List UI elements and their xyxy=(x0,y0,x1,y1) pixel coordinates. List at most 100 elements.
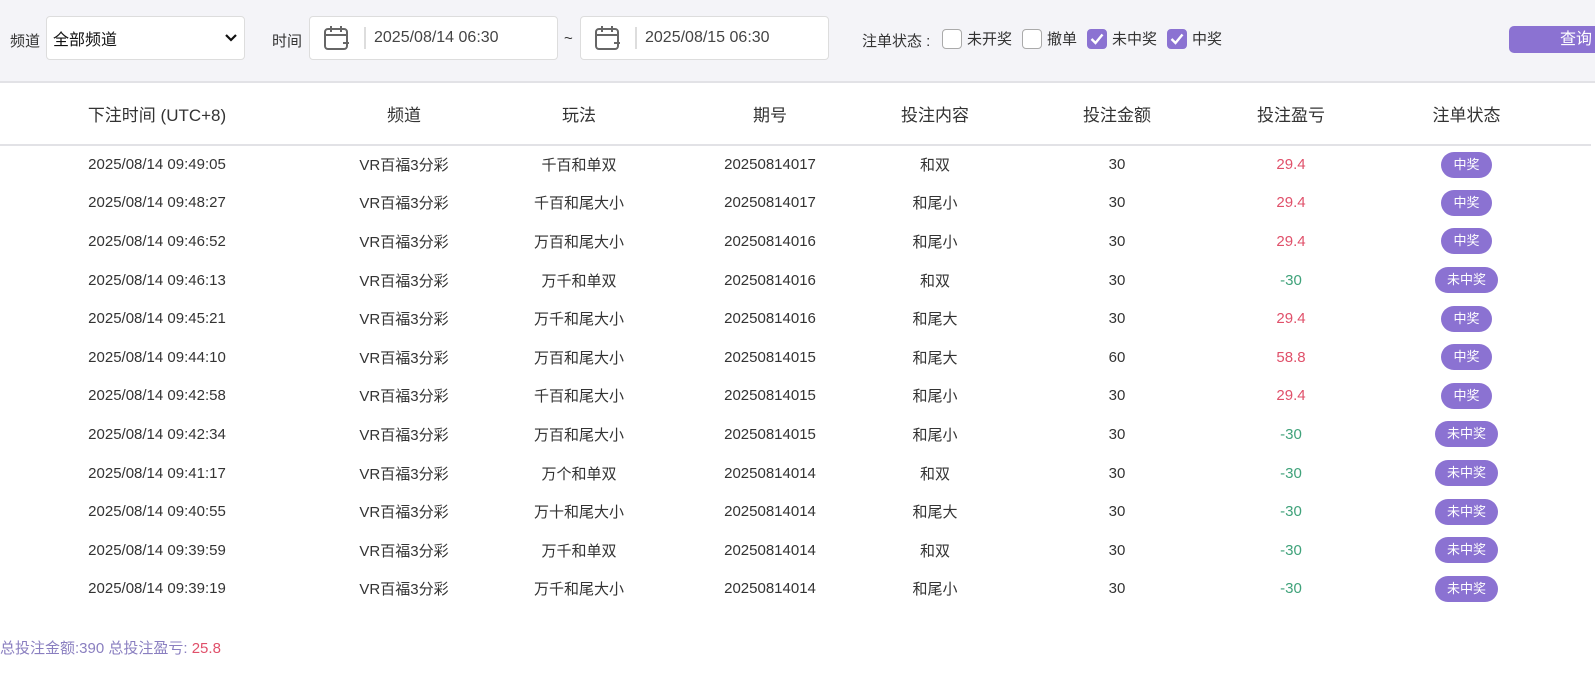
cell: 2025/08/14 09:45:21 xyxy=(88,310,226,328)
cell: 29.4 xyxy=(1276,387,1306,405)
total-pl-value: 25.8 xyxy=(191,640,221,657)
cell: 20250814017 xyxy=(724,156,816,174)
cell: 20250814014 xyxy=(724,580,816,598)
cell: 2025/08/14 09:39:59 xyxy=(88,541,226,559)
end-date-value: 2025/08/15 06:30 xyxy=(645,29,770,46)
status-badge: 中奖 xyxy=(1441,344,1492,371)
cell: 20250814017 xyxy=(724,194,816,212)
checkbox-label: 未中奖 xyxy=(1112,31,1158,48)
time-label: 时间 xyxy=(272,33,303,50)
cell: 未中奖 xyxy=(1342,415,1591,454)
cell: VR百福3分彩 xyxy=(359,233,449,251)
date-separator: ~ xyxy=(564,30,573,47)
checkbox-icon[interactable] xyxy=(942,28,962,49)
cell: 未中奖 xyxy=(1342,492,1591,531)
cell: 30 xyxy=(1108,232,1126,250)
channel-select[interactable]: 全部频道 xyxy=(46,16,245,60)
bet-table: 下注时间 (UTC+8) 频道 玩法 期号 投注内容 投注金额 投注盈亏 注单状态 2025/… xyxy=(0,83,1591,608)
total-bet-value: 390 xyxy=(79,640,105,657)
query-button[interactable]: 查询 xyxy=(1509,26,1595,53)
cell: 万百和尾大小 xyxy=(533,233,624,251)
calendar-icon xyxy=(595,26,620,50)
cell: 未中奖 xyxy=(1342,261,1591,300)
cell: 30 xyxy=(1108,425,1126,443)
cell: VR百福3分彩 xyxy=(359,195,449,213)
cell: VR百福3分彩 xyxy=(359,272,449,290)
cell: 2025/08/14 09:42:34 xyxy=(88,425,226,443)
status-badge: 中奖 xyxy=(1441,189,1492,216)
filter-bar: 频道 全部频道 时间 2025/08/14 06:30 ~ 2025/08/15… xyxy=(0,0,1595,83)
column-header: 投注金额 xyxy=(994,83,1240,146)
cell: VR百福3分彩 xyxy=(359,426,449,444)
cell: 和尾小 xyxy=(912,195,958,213)
cell: 2025/08/14 09:40:55 xyxy=(88,503,226,521)
cell: 和双 xyxy=(919,272,950,290)
cell: 2025/08/14 09:39:19 xyxy=(88,580,226,598)
table-row: 2025/08/14 09:49:05 VR百福3分彩 千百和单双 202508140… xyxy=(0,145,1591,184)
cell: 30 xyxy=(1108,464,1126,482)
status-badge: 中奖 xyxy=(1441,382,1492,409)
checkbox-icon[interactable] xyxy=(1167,28,1188,49)
cell: 万千和单双 xyxy=(541,272,617,290)
status-checkbox-2[interactable]: 未中奖 xyxy=(1087,28,1157,49)
cell: 2025/08/14 09:49:05 xyxy=(88,156,226,174)
cell: 30 xyxy=(1108,310,1126,328)
cell: 和尾小 xyxy=(912,581,958,599)
cell: 中奖 xyxy=(1342,338,1591,377)
status-badge: 未中奖 xyxy=(1434,460,1498,487)
start-date-input[interactable]: 2025/08/14 06:30 xyxy=(309,16,558,60)
cell: 和尾小 xyxy=(912,388,958,406)
status-checkbox-1[interactable]: 撤单 xyxy=(1022,28,1077,49)
checkbox-icon[interactable] xyxy=(1087,28,1108,49)
calendar-icon xyxy=(324,26,349,50)
cell: 2025/08/14 09:46:13 xyxy=(88,271,226,289)
cell: 20250814016 xyxy=(724,310,816,328)
checkbox-label: 撤单 xyxy=(1047,31,1078,48)
end-date-input[interactable]: 2025/08/15 06:30 xyxy=(580,16,829,60)
cell: VR百福3分彩 xyxy=(359,542,449,560)
table-row: 2025/08/14 09:42:58 VR百福3分彩 千百和尾大小 20250814… xyxy=(0,377,1591,416)
cell: 和双 xyxy=(919,157,950,175)
status-badge: 未中奖 xyxy=(1434,498,1498,525)
cell: 万个和单双 xyxy=(541,465,617,483)
cell: VR百福3分彩 xyxy=(359,465,449,483)
cell: 20250814014 xyxy=(724,503,816,521)
cell: 万百和尾大小 xyxy=(533,426,624,444)
cell: -30 xyxy=(1280,425,1302,443)
cell: 2025/08/14 09:46:52 xyxy=(88,232,226,250)
cell: VR百福3分彩 xyxy=(359,157,449,175)
cell: 20250814014 xyxy=(724,464,816,482)
cell: 30 xyxy=(1108,271,1126,289)
checkbox-icon[interactable] xyxy=(1022,28,1043,49)
cell: 60 xyxy=(1108,348,1126,366)
cell: 29.4 xyxy=(1276,194,1306,212)
cell: 和双 xyxy=(919,542,950,560)
cell: 未中奖 xyxy=(1342,570,1591,609)
cell: 万千和尾大小 xyxy=(533,581,624,599)
cell: 20250814016 xyxy=(724,232,816,250)
cell: 和双 xyxy=(919,465,950,483)
chevron-down-icon xyxy=(225,34,237,42)
status-checkbox-0[interactable]: 未开奖 xyxy=(942,28,1012,49)
table-row: 2025/08/14 09:45:21 VR百福3分彩 万千和尾大小 20250814… xyxy=(0,299,1591,338)
cell: 千百和尾大小 xyxy=(533,195,624,213)
cell: 30 xyxy=(1108,580,1126,598)
cell: -30 xyxy=(1280,541,1302,559)
cell: VR百福3分彩 xyxy=(359,388,449,406)
cell: 2025/08/14 09:44:10 xyxy=(88,348,226,366)
cell: 万百和尾大小 xyxy=(533,349,624,367)
status-badge: 未中奖 xyxy=(1434,421,1498,448)
table-row: 2025/08/14 09:41:17 VR百福3分彩 万个和单双 202508140… xyxy=(0,454,1591,493)
cell: 万十和尾大小 xyxy=(533,504,624,522)
cell: VR百福3分彩 xyxy=(359,581,449,599)
cell: 未中奖 xyxy=(1342,531,1591,570)
cell: 29.4 xyxy=(1276,232,1306,250)
status-badge: 未中奖 xyxy=(1434,537,1498,564)
status-checkbox-3[interactable]: 中奖 xyxy=(1167,28,1222,49)
status-badge: 中奖 xyxy=(1441,305,1492,332)
cell: 和尾大 xyxy=(912,349,958,367)
start-date-value: 2025/08/14 06:30 xyxy=(374,29,499,46)
cell: 20250814015 xyxy=(724,425,816,443)
column-header: 投注内容 xyxy=(876,83,994,146)
table-row: 2025/08/14 09:42:34 VR百福3分彩 万百和尾大小 20250814… xyxy=(0,415,1591,454)
